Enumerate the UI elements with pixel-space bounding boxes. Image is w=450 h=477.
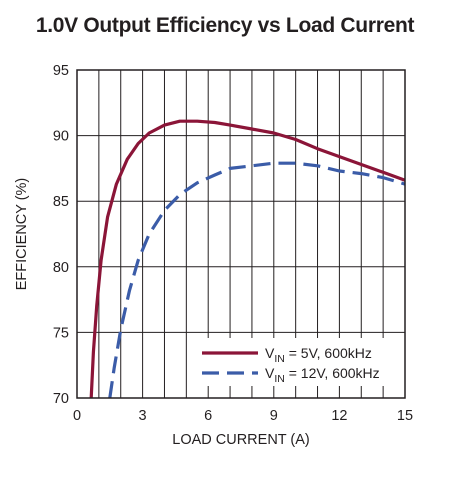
y-tick-label: 85 [53,194,69,210]
y-tick-label: 80 [53,260,69,276]
legend-label-1: VIN = 5V, 600kHz [265,345,372,365]
y-tick-label: 90 [53,129,69,145]
legend-label-2: VIN = 12V, 600kHz [265,365,380,385]
y-tick-label: 70 [53,391,69,407]
x-tick-label: 9 [270,408,278,424]
y-tick-labels: 70 75 80 85 90 95 [53,63,69,407]
x-tick-label: 6 [204,408,212,424]
x-tick-label: 12 [331,408,347,424]
y-axis-label: EFFICIENCY (%) [14,178,30,291]
legend-background [196,338,402,386]
x-tick-label: 3 [139,408,147,424]
x-tick-label: 0 [73,408,81,424]
y-tick-label: 75 [53,325,69,341]
y-tick-label: 95 [53,63,69,79]
chart-title: 1.0V Output Efficiency vs Load Current [35,14,415,37]
series-layer [89,119,406,399]
x-tick-label: 15 [397,408,413,424]
x-tick-labels: 0 3 6 9 12 15 [73,408,413,424]
series-line-2 [108,161,406,399]
x-axis-label: LOAD CURRENT (A) [172,432,310,448]
plot-frame [76,69,406,399]
series-line-1 [89,119,406,399]
